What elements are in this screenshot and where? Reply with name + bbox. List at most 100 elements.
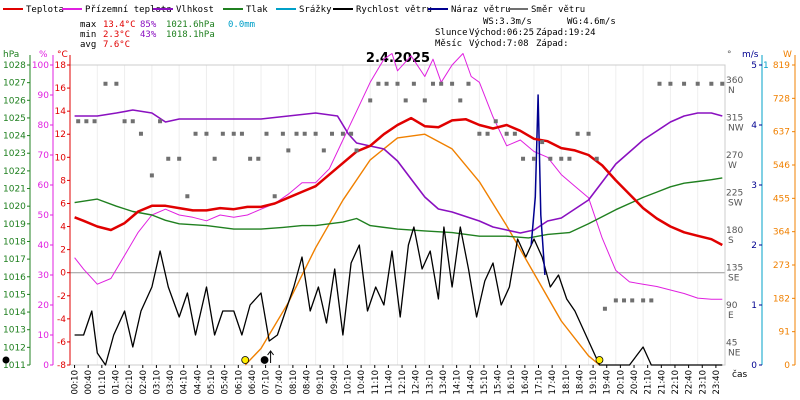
x-tick-label: 09:10 [316,370,326,395]
x-tick-label: 01:40 [112,370,122,395]
x-tick-label: 15:40 [494,370,504,395]
corner-dot [2,356,10,364]
info-sunset: Západ:19:24 [536,28,596,38]
hpa-tick-label: 1016 [3,273,26,283]
ms-tick-label: 4 [751,121,757,131]
wind-dir-point [477,131,482,136]
moonrise-arrow-head [267,350,274,356]
series-tlak-line [74,177,723,239]
x-tick-label: 00:40 [84,370,94,395]
pct-tick-label: 100 [32,61,49,71]
wind-dir-point [272,194,277,199]
wind-dir-point [682,81,687,86]
stat-label-avg: avg [80,40,96,50]
c-tick-label: 12 [55,130,66,140]
x-tick-label: 12:40 [412,370,422,395]
wind-dir-point [695,81,700,86]
x-tick-label: 02:10 [125,370,135,395]
wind-dir-point [231,131,236,136]
x-tick-label: 11:40 [384,370,394,395]
info-ws: WS:3.3m/s [483,17,532,27]
x-tick-label: 02:40 [139,370,149,395]
wind-dir-point [493,119,498,124]
w-tick-label: 91 [779,328,790,338]
x-tick-label: 22:10 [671,370,681,395]
wind-dir-point [548,156,553,161]
wind-dir-point [193,131,198,136]
x-tick-label: 20:10 [616,370,626,395]
info-wg: WG:4.6m/s [567,17,616,27]
wind-dir-point [630,298,635,303]
legend: Teplota Přízemní teplota Vlhkost Tlak Srážky… [3,5,585,15]
x-tick-label: 23:10 [698,370,708,395]
x-tick-label: 04:10 [180,370,190,395]
wind-dir-point [149,173,154,178]
wind-dir-point [76,119,81,124]
hpa-tick-label: 1024 [3,132,26,142]
wind-dir-point [720,81,725,86]
info-moon-label: Měsíc [435,39,462,49]
wind-dir-point [368,98,373,103]
sunrise-marker [241,356,250,364]
legend-label-teplota: Teplota [26,5,64,15]
w-tick-label: 455 [773,194,790,204]
wind-dir-point [264,131,269,136]
wind-dir-point [177,156,182,161]
plot-area [69,53,726,366]
ms-tick-label: 1 [751,301,757,311]
wind-dir-point [256,156,261,161]
stat-temp-avg: 7.6°C [103,40,130,50]
legend-item-teplota: Teplota [3,5,64,15]
wind-dir-point [349,131,354,136]
x-tick-label: 06:40 [248,370,258,395]
wind-dir-point [354,148,359,153]
x-tick-label: 07:10 [262,370,272,395]
legend-label-tlak: Tlak [246,5,268,15]
wind-dir-point [138,131,143,136]
wind-dir-point [450,81,455,86]
legend-item-srazky: Srážky [276,5,332,15]
dir-tick-deg: 180 [726,226,743,236]
rain-top-label: 1 [763,61,769,71]
wind-dir-point [286,148,291,153]
dir-tick-deg: 270 [726,151,743,161]
wind-dir-point [709,81,714,86]
hpa-axis-title: hPa [3,50,19,60]
x-tick-label: 16:10 [507,370,517,395]
hpa-tick-label: 1021 [3,185,26,195]
wind-dir-point [602,306,607,311]
hpa-tick-label: 1027 [3,79,26,89]
stat-hum-min: 43% [140,30,157,40]
x-tick-label: 21:40 [657,370,667,395]
series-rychlost-line [74,226,723,366]
wind-dir-point [504,131,509,136]
hpa-tick-label: 1017 [3,255,26,265]
wind-dir-point [130,119,135,124]
wind-dir-point [212,156,217,161]
wind-dir-point [512,131,517,136]
hpa-tick-label: 1022 [3,167,26,177]
dir-tick-deg: 360 [726,76,743,86]
wind-dir-point [321,148,326,153]
wind-dir-point [657,81,662,86]
dir-tick-name: S [728,236,734,246]
hpa-tick-label: 1012 [3,343,26,353]
wind-dir-point [422,98,427,103]
dir-tick-name: NW [728,123,744,133]
series-teplota-line [74,116,723,247]
x-axis-title: čas [732,369,747,380]
dir-tick-name: SE [728,273,740,283]
ms-tick-label: 3 [751,181,757,191]
x-tick-label: 17:10 [535,370,545,395]
legend-label-naraz: Náraz větru [451,5,511,15]
x-tick-label: 08:10 [289,370,299,395]
legend-label-vlhkost: Vlhkost [176,5,214,15]
wind-dir-point [575,131,580,136]
x-tick-label: 09:40 [330,370,340,395]
legend-label-srazky: Srážky [299,5,332,15]
x-tick-label: 05:40 [221,370,231,395]
c-tick-label: 6 [60,199,66,209]
stat-label-min: min [80,30,96,40]
wind-dir-point [540,140,545,145]
